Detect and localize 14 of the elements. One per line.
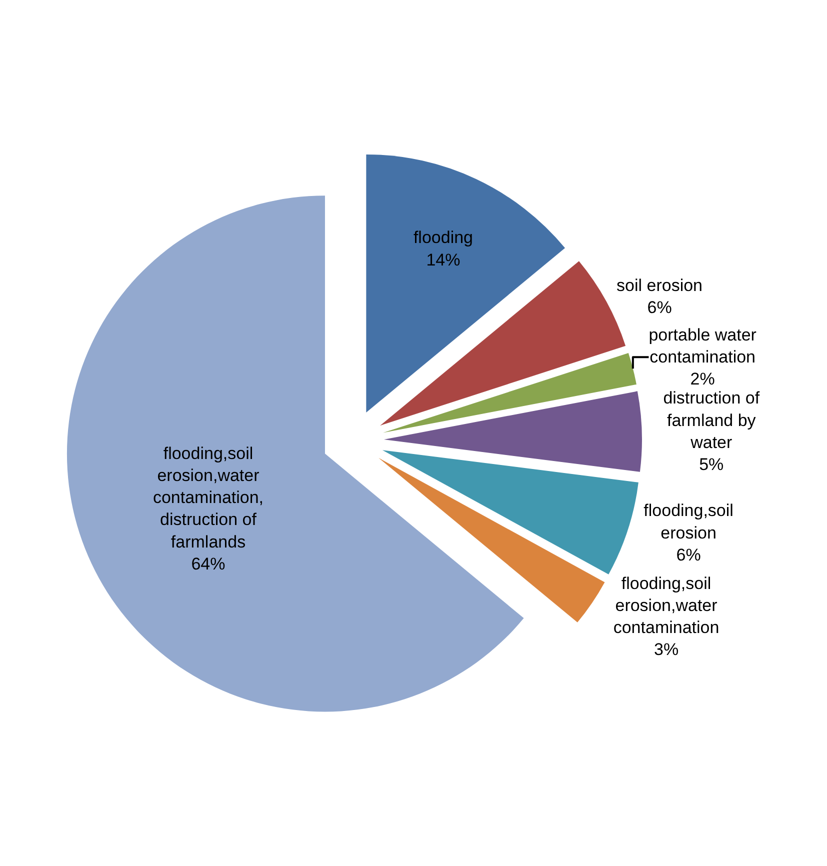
data-label: 6% — [676, 545, 701, 564]
data-label: 14% — [426, 250, 460, 270]
slice-label: flooding,soil erosion — [644, 501, 734, 542]
data-label: 64% — [191, 554, 226, 574]
data-label: 5% — [699, 455, 724, 474]
data-label: 3% — [654, 640, 679, 660]
slice-label: soil erosion — [616, 276, 703, 295]
data-label: 2% — [690, 370, 715, 389]
slice-label: flooding,soil erosion,water contamination,distruction of farmlands — [152, 444, 264, 552]
slice-label: flooding — [413, 228, 474, 248]
data-label: 6% — [647, 298, 672, 318]
slice-label: portable water contamination — [648, 326, 757, 367]
slice-label: flooding,soil erosion,water contamination — [613, 574, 720, 637]
slice-label: distruction of farmland by water — [663, 388, 760, 452]
